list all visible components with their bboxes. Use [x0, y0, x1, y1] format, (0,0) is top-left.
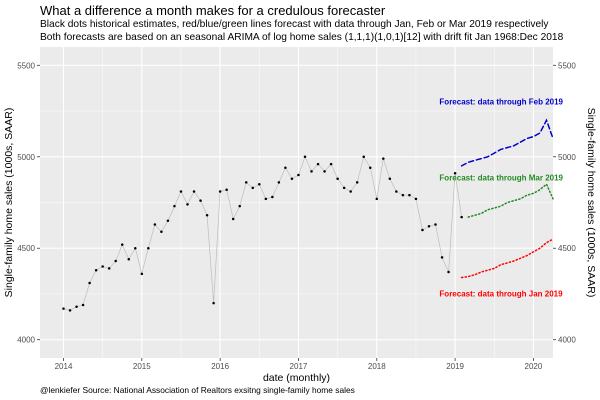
historical-point: [114, 259, 117, 263]
historical-point: [140, 272, 144, 276]
historical-point: [271, 195, 274, 199]
historical-point: [153, 223, 157, 226]
historical-point: [421, 228, 424, 232]
historical-point: [277, 181, 281, 184]
subtitle-line-2: Both forecasts are based on an seasonal …: [40, 31, 564, 43]
forecast-label-feb: Forecast: data through Feb 2019: [439, 98, 563, 107]
historical-point: [460, 215, 463, 219]
historical-point: [238, 204, 241, 208]
forecast-label-mar: Forecast: data through Mar 2019: [439, 174, 563, 183]
major-gridlines: [40, 47, 553, 358]
historical-point: [408, 193, 411, 197]
historical-point: [290, 177, 294, 180]
y-tick-label-right: 4000: [558, 336, 576, 345]
x-axis-title: date (monthly): [263, 372, 330, 384]
historical-point: [323, 170, 326, 173]
historical-point: [160, 230, 163, 234]
historical-point: [199, 199, 202, 202]
historical-point: [362, 155, 365, 159]
historical-points: [62, 155, 463, 312]
historical-point: [107, 267, 111, 270]
historical-point: [369, 166, 372, 169]
historical-point: [134, 246, 137, 250]
historical-point: [349, 190, 352, 193]
minor-gridlines: [40, 47, 553, 358]
historical-point: [414, 197, 418, 201]
historical-point: [68, 309, 72, 312]
historical-point: [212, 301, 215, 305]
historical-point: [101, 265, 104, 268]
historical-point: [81, 303, 85, 307]
historical-point: [355, 181, 359, 184]
historical-point: [264, 197, 268, 201]
historical-point: [179, 190, 183, 193]
y-tick-label-left: 4000: [17, 336, 35, 345]
historical-point: [336, 177, 339, 180]
historical-point: [205, 214, 209, 217]
historical-point: [62, 307, 65, 310]
annotations: Forecast: data through Feb 2019 Forecast:…: [439, 98, 563, 299]
source-caption: @lenkiefer Source: National Association …: [40, 385, 355, 395]
x-tick-label: 2018: [368, 362, 386, 371]
x-tick-label: 2015: [133, 362, 151, 371]
historical-point: [303, 155, 307, 159]
historical-point: [329, 162, 333, 166]
historical-point: [453, 171, 457, 175]
historical-point: [316, 162, 320, 166]
historical-point: [395, 190, 398, 193]
historical-point: [94, 268, 98, 272]
historical-point: [388, 177, 392, 180]
chart-title: What a difference a month makes for a cr…: [40, 3, 386, 18]
x-tick-label: 2014: [55, 362, 73, 371]
historical-point: [401, 193, 405, 197]
historical-point: [382, 157, 385, 160]
y-tick-label-left: 5000: [17, 153, 35, 162]
x-tick-label: 2019: [446, 362, 464, 371]
y-tick-label-right: 5000: [558, 153, 576, 162]
historical-point: [251, 186, 255, 190]
historical-point: [440, 256, 444, 259]
historical-point: [375, 197, 379, 201]
y-axis-title-left: Single-family home sales (1000s, SAAR): [3, 108, 15, 298]
historical-point: [186, 203, 189, 206]
mar-forecast-line: [467, 182, 554, 218]
y-axis-title-right: Single-family home sales (1000s, SAAR): [585, 108, 597, 298]
historical-point: [231, 217, 235, 221]
historical-point: [192, 190, 196, 193]
y-tick-label-right: 4500: [558, 244, 576, 253]
historical-point: [120, 243, 124, 246]
y-tick-label-left: 4500: [17, 244, 35, 253]
historical-point: [88, 281, 91, 285]
historical-point: [244, 181, 248, 184]
historical-point: [173, 204, 176, 208]
historical-point: [434, 223, 437, 226]
historical-point: [75, 305, 78, 309]
historical-point: [447, 270, 450, 274]
x-tick-label: 2020: [525, 362, 543, 371]
historical-point: [284, 166, 287, 169]
historical-point: [218, 190, 222, 193]
forecast-label-jan: Forecast: data through Jan 2019: [439, 290, 563, 299]
historical-point: [427, 225, 431, 228]
axes: 2014 2015 2016 2017 2018 2019 2020 4000 4000 4500…: [17, 61, 576, 371]
x-tick-label: 2017: [290, 362, 308, 371]
historical-point: [147, 246, 150, 250]
series-layer: [63, 118, 554, 311]
historical-point: [342, 186, 346, 190]
historical-point: [310, 170, 313, 173]
historical-point: [127, 257, 131, 261]
jan-forecast-line: [460, 238, 554, 279]
historical-point: [166, 219, 170, 223]
feb-forecast-line: [460, 118, 554, 167]
historical-point: [258, 182, 261, 186]
chart-subtitle: Black dots historical estimates, red/blu…: [40, 19, 563, 44]
historical-point: [225, 188, 228, 191]
y-tick-label-right: 5500: [558, 61, 576, 70]
historical-point: [297, 173, 300, 177]
subtitle-line-1: Black dots historical estimates, red/blu…: [40, 19, 549, 30]
y-tick-label-left: 5500: [17, 61, 35, 70]
x-tick-label: 2016: [211, 362, 229, 371]
historical-line: [63, 155, 462, 311]
